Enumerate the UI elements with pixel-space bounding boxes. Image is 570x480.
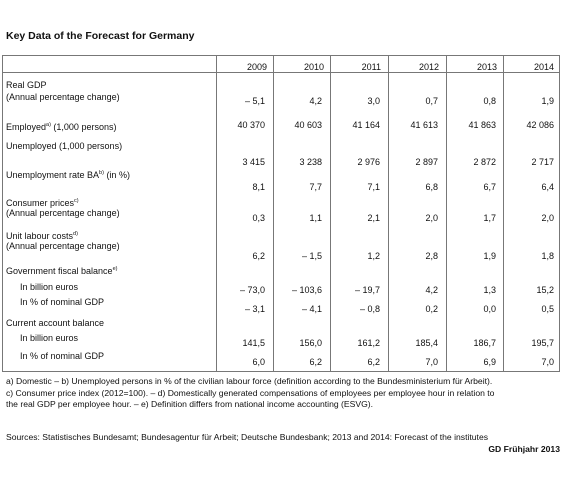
data-table-frame [2, 55, 560, 372]
cell-value: 1,1 [309, 213, 322, 223]
cell-value: 0,0 [483, 304, 496, 314]
cell-value: 3,0 [367, 96, 380, 106]
cell-value: 3 415 [242, 157, 265, 167]
year-header: 2011 [361, 62, 381, 72]
cell-value: – 19,7 [354, 285, 380, 295]
cell-value: – 103,6 [291, 285, 322, 295]
cell-value: 15,2 [536, 285, 554, 295]
row-label: Unemployed (1,000 persons) [6, 141, 123, 151]
column-divider [216, 55, 217, 372]
cell-value: 7,7 [309, 182, 322, 192]
row-label: In % of nominal GDP [20, 351, 105, 361]
cell-value: 41 863 [468, 120, 496, 130]
row-label-employed: Employeda) (1,000 persons) [6, 122, 117, 132]
cell-value: 0,2 [425, 304, 438, 314]
cell-value: 2 717 [531, 157, 554, 167]
row-label: In billion euros [20, 333, 79, 343]
cell-value: 6,4 [541, 182, 554, 192]
cell-value: 7,1 [367, 182, 380, 192]
cell-value: 195,7 [531, 338, 554, 348]
cell-value: 6,9 [483, 357, 496, 367]
cell-value: 40 370 [237, 120, 265, 130]
row-label-unemployment-rate: Unemployment rate BAb) (in %) [6, 170, 130, 180]
credit: GD Frühjahr 2013 [488, 444, 560, 454]
cell-value: 141,5 [242, 338, 265, 348]
table-title: Key Data of the Forecast for Germany [6, 30, 195, 42]
row-label: Current account balance [6, 318, 105, 328]
cell-value: 1,8 [541, 251, 554, 261]
column-divider [273, 55, 274, 372]
row-sublabel: (Annual percentage change) [6, 92, 120, 102]
cell-value: 1,2 [367, 251, 380, 261]
cell-value: 6,0 [252, 357, 265, 367]
row-label-consumer-prices: Consumer pricesc) [6, 198, 79, 208]
row-label: In billion euros [20, 282, 79, 292]
cell-value: 1,9 [483, 251, 496, 261]
row-label-unit-labour-costs: Unit labour costsd) [6, 231, 78, 241]
year-header: 2010 [303, 62, 324, 72]
column-divider [446, 55, 447, 372]
footnotes: a) Domestic – b) Unemployed persons in %… [6, 376, 562, 411]
cell-value: – 0,8 [359, 304, 380, 314]
cell-value: 4,2 [425, 285, 438, 295]
footnote-line: a) Domestic – b) Unemployed persons in %… [6, 376, 493, 386]
year-header: 2012 [418, 62, 439, 72]
cell-value: 2,0 [425, 213, 438, 223]
column-divider [503, 55, 504, 372]
row-label: Real GDP [6, 80, 47, 90]
cell-value: – 4,1 [301, 304, 322, 314]
row-sublabel: (Annual percentage change) [6, 208, 120, 218]
header-divider [2, 72, 560, 73]
row-label-fiscal-balance: Government fiscal balancee) [6, 266, 118, 276]
cell-value: 7,0 [541, 357, 554, 367]
cell-value: 2 872 [473, 157, 496, 167]
cell-value: 2,1 [367, 213, 380, 223]
cell-value: 6,8 [425, 182, 438, 192]
cell-value: 2,0 [541, 213, 554, 223]
cell-value: 41 164 [352, 120, 380, 130]
cell-value: 41 613 [410, 120, 438, 130]
cell-value: – 5,1 [244, 96, 265, 106]
cell-value: 2 897 [415, 157, 438, 167]
cell-value: 0,7 [425, 96, 438, 106]
row-sublabel: (Annual percentage change) [6, 241, 120, 251]
cell-value: 1,7 [483, 213, 496, 223]
cell-value: 1,9 [541, 96, 554, 106]
source-note: Sources: Statistisches Bundesamt; Bundes… [6, 432, 489, 442]
cell-value: 8,1 [252, 182, 265, 192]
footnote-line: the real GDP per employee hour. – e) Def… [6, 399, 374, 409]
cell-value: 6,2 [309, 357, 322, 367]
cell-value: 4,2 [309, 96, 322, 106]
cell-value: 6,2 [367, 357, 380, 367]
column-divider [330, 55, 331, 372]
cell-value: – 1,5 [301, 251, 322, 261]
cell-value: 42 086 [526, 120, 554, 130]
cell-value: 3 238 [299, 157, 322, 167]
cell-value: 186,7 [473, 338, 496, 348]
cell-value: 0,3 [252, 213, 265, 223]
cell-value: 2 976 [357, 157, 380, 167]
cell-value: 40 603 [294, 120, 322, 130]
cell-value: – 3,1 [244, 304, 265, 314]
year-header: 2013 [476, 62, 497, 72]
cell-value: 6,2 [252, 251, 265, 261]
cell-value: 6,7 [483, 182, 496, 192]
cell-value: 156,0 [299, 338, 322, 348]
cell-value: 0,5 [541, 304, 554, 314]
year-header: 2014 [533, 62, 554, 72]
cell-value: 1,3 [483, 285, 496, 295]
cell-value: 161,2 [357, 338, 380, 348]
footnote-line: c) Consumer price index (2012=100). – d)… [6, 387, 495, 398]
cell-value: 2,8 [425, 251, 438, 261]
cell-value: 185,4 [415, 338, 438, 348]
cell-value: 0,8 [483, 96, 496, 106]
column-divider [388, 55, 389, 372]
cell-value: 7,0 [425, 357, 438, 367]
cell-value: – 73,0 [239, 285, 265, 295]
row-label: In % of nominal GDP [20, 297, 105, 307]
year-header: 2009 [246, 62, 267, 72]
